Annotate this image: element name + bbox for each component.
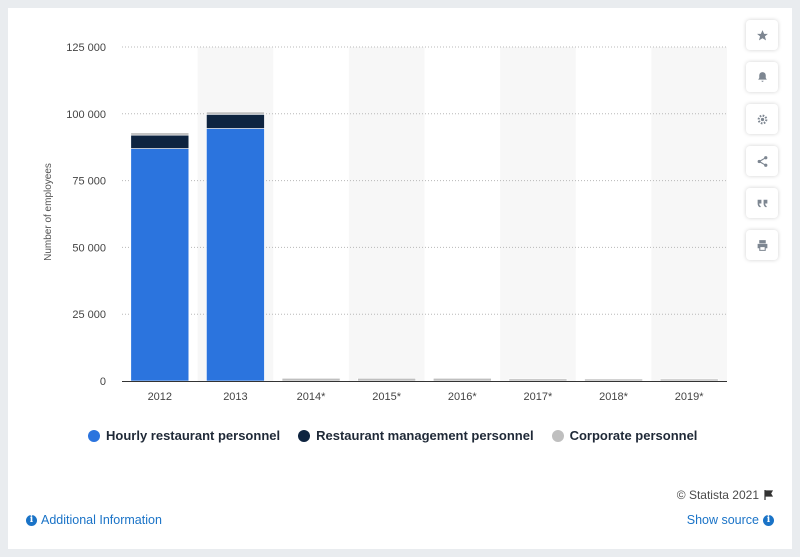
share-icon: [757, 155, 767, 167]
bell-icon: [757, 71, 767, 82]
bar-segment: [206, 128, 265, 382]
legend-label-corporate: Corporate personnel: [569, 428, 698, 443]
star-icon: [756, 29, 768, 40]
y-tick-label: 125 000: [66, 42, 106, 54]
flag-icon[interactable]: [764, 490, 774, 500]
chart-legend: Hourly restaurant personnel Restaurant m…: [88, 428, 697, 443]
x-tick-label: 2019*: [675, 391, 704, 403]
legend-item-hourly[interactable]: Hourly restaurant personnel: [88, 428, 280, 443]
info-icon: i: [26, 514, 37, 526]
gear-icon: [757, 114, 767, 124]
y-tick-label: 75 000: [72, 176, 106, 188]
legend-item-corporate[interactable]: Corporate personnel: [551, 428, 698, 443]
notification-button[interactable]: [746, 62, 778, 92]
print-button[interactable]: [746, 230, 778, 260]
copyright: © Statista 2021: [677, 488, 774, 502]
additional-information-label: Additional Information: [41, 513, 162, 527]
bar-segment: [281, 378, 341, 382]
bar-segment: [508, 378, 568, 382]
bar-segment: [584, 378, 643, 382]
show-source-label: Show source: [686, 513, 759, 527]
legend-label-hourly: Hourly restaurant personnel: [106, 428, 281, 443]
additional-information-link[interactable]: i Additional Information: [26, 513, 162, 527]
legend-marker-management: [298, 429, 311, 442]
y-tick-label: 0: [100, 376, 106, 388]
bar-segment: [357, 378, 416, 382]
bar-segment: [433, 378, 492, 382]
y-tick-label: 25 000: [72, 309, 106, 321]
x-tick-label: 2017*: [524, 391, 553, 403]
bar-segment: [130, 134, 190, 149]
y-axis-label: Number of employees: [43, 163, 54, 261]
settings-button[interactable]: [746, 104, 778, 134]
bar-segment: [659, 378, 719, 382]
x-tick-label: 2013: [223, 391, 247, 403]
cite-button[interactable]: [746, 188, 778, 218]
bar-segment: [130, 148, 190, 382]
x-tick-label: 2014*: [297, 391, 326, 403]
bar-segment: [206, 111, 265, 115]
show-source-link[interactable]: Show source i: [687, 513, 774, 527]
column-band: [348, 47, 425, 381]
favorite-button[interactable]: [746, 20, 778, 50]
legend-label-management: Restaurant management personnel: [316, 428, 534, 443]
x-tick-label: 2015*: [372, 391, 401, 403]
x-tick-label: 2016*: [448, 391, 477, 403]
column-band: [651, 47, 727, 381]
column-band: [500, 47, 576, 381]
source-info-icon: i: [763, 514, 774, 526]
toolbar: [746, 20, 780, 272]
legend-marker-corporate: [551, 429, 564, 442]
share-button[interactable]: [746, 146, 778, 176]
legend-item-management[interactable]: Restaurant management personnel: [298, 428, 534, 443]
legend-marker-hourly: [88, 429, 100, 442]
quote-icon: [757, 199, 767, 207]
x-tick-label: 2012: [148, 391, 172, 403]
bar-segment: [130, 132, 190, 136]
y-tick-label: 50 000: [72, 242, 106, 254]
copyright-text: © Statista 2021: [676, 488, 759, 502]
x-tick-label: 2018*: [599, 391, 628, 403]
y-tick-label: 100 000: [66, 109, 106, 121]
bar-segment: [206, 114, 265, 129]
print-icon: [757, 239, 767, 251]
